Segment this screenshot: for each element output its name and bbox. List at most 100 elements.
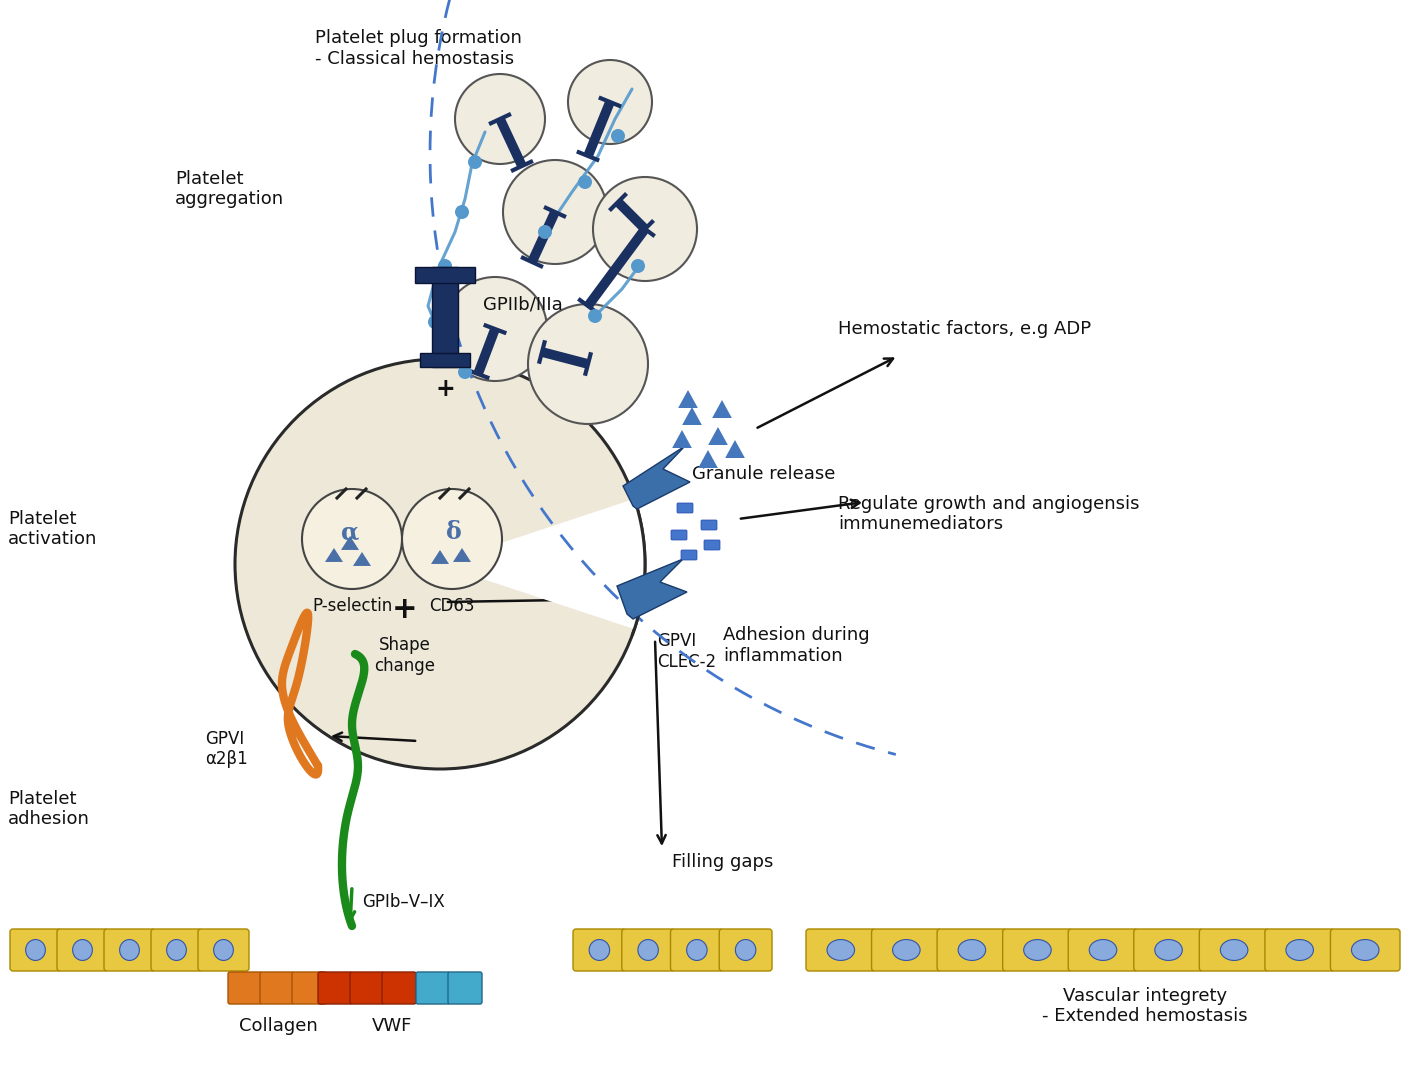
FancyBboxPatch shape [199,929,250,971]
Polygon shape [672,430,692,448]
FancyBboxPatch shape [448,972,482,1004]
FancyBboxPatch shape [805,929,875,971]
Ellipse shape [72,940,92,960]
FancyBboxPatch shape [681,550,698,560]
Polygon shape [698,450,718,468]
Text: VWF: VWF [372,1017,413,1035]
Text: GPVI
α2β1: GPVI α2β1 [206,729,248,768]
Text: Filling gaps: Filling gaps [672,853,773,871]
FancyBboxPatch shape [872,929,942,971]
FancyBboxPatch shape [573,929,625,971]
Polygon shape [708,427,727,445]
Polygon shape [353,552,372,566]
Text: +: + [435,377,455,401]
Text: CD63: CD63 [430,597,475,615]
Ellipse shape [1221,940,1248,960]
Text: +: + [393,595,418,624]
Ellipse shape [1089,940,1117,960]
FancyBboxPatch shape [259,972,294,1004]
Text: GPIIb/IIIa: GPIIb/IIIa [484,295,563,313]
Circle shape [458,365,472,379]
Polygon shape [440,499,645,628]
FancyBboxPatch shape [381,972,415,1004]
FancyBboxPatch shape [719,929,771,971]
Text: Granule release: Granule release [692,465,835,483]
Text: α: α [340,520,359,545]
Circle shape [235,359,645,769]
Polygon shape [452,548,471,562]
FancyBboxPatch shape [671,929,723,971]
FancyBboxPatch shape [10,929,61,971]
Circle shape [401,489,502,589]
FancyBboxPatch shape [292,972,326,1004]
Polygon shape [725,440,744,458]
FancyBboxPatch shape [1265,929,1334,971]
Ellipse shape [1024,940,1051,960]
Circle shape [537,224,552,240]
Text: Platelet
adhesion: Platelet adhesion [9,789,89,828]
Polygon shape [712,400,732,418]
Circle shape [611,129,625,143]
FancyBboxPatch shape [676,503,693,513]
Ellipse shape [736,940,756,960]
Text: Vascular integrety
- Extended hemostasis: Vascular integrety - Extended hemostasis [1042,987,1248,1026]
Ellipse shape [638,940,658,960]
Polygon shape [682,407,702,425]
FancyBboxPatch shape [1330,929,1400,971]
Circle shape [455,205,469,219]
Ellipse shape [686,940,708,960]
FancyBboxPatch shape [671,529,686,540]
Text: Shape
change: Shape change [374,636,435,674]
Polygon shape [415,267,475,284]
Circle shape [428,315,442,329]
Circle shape [527,304,648,424]
FancyBboxPatch shape [318,972,352,1004]
FancyBboxPatch shape [937,929,1007,971]
Polygon shape [420,353,469,367]
Text: Hemostatic factors, e.g ADP: Hemostatic factors, e.g ADP [838,320,1090,338]
Ellipse shape [892,940,920,960]
Ellipse shape [1351,940,1378,960]
Text: Platelet
activation: Platelet activation [9,509,98,549]
FancyBboxPatch shape [104,929,155,971]
FancyBboxPatch shape [350,972,384,1004]
Ellipse shape [588,940,610,960]
Text: P-selectin: P-selectin [312,597,393,615]
Ellipse shape [1154,940,1183,960]
Ellipse shape [1286,940,1313,960]
FancyBboxPatch shape [1200,929,1269,971]
FancyBboxPatch shape [415,972,450,1004]
Text: Platelet plug formation
- Classical hemostasis: Platelet plug formation - Classical hemo… [315,29,522,68]
Ellipse shape [959,940,986,960]
Polygon shape [432,267,458,367]
FancyBboxPatch shape [1068,929,1137,971]
Polygon shape [431,550,450,564]
Text: GPVI
CLEC-2: GPVI CLEC-2 [657,632,716,671]
FancyBboxPatch shape [703,540,720,550]
Circle shape [569,60,652,144]
Ellipse shape [119,940,139,960]
Polygon shape [617,558,686,619]
Ellipse shape [26,940,45,960]
Polygon shape [325,548,343,562]
Text: Adhesion during
inflammation: Adhesion during inflammation [723,626,869,665]
Circle shape [631,259,645,273]
Ellipse shape [214,940,234,960]
Circle shape [438,259,452,273]
FancyBboxPatch shape [57,929,108,971]
Polygon shape [340,536,359,550]
Text: GPIb–V–IX: GPIb–V–IX [362,892,445,911]
Circle shape [503,160,607,264]
Circle shape [442,277,547,381]
Text: Collagen: Collagen [238,1017,318,1035]
Polygon shape [623,446,691,509]
Circle shape [468,155,482,169]
Text: Regulate growth and angiogensis
immunemediators: Regulate growth and angiogensis immuneme… [838,495,1140,534]
Polygon shape [678,390,698,408]
FancyBboxPatch shape [621,929,675,971]
FancyBboxPatch shape [1134,929,1204,971]
Circle shape [455,74,545,164]
Circle shape [302,489,401,589]
FancyBboxPatch shape [1003,929,1072,971]
Ellipse shape [167,940,186,960]
